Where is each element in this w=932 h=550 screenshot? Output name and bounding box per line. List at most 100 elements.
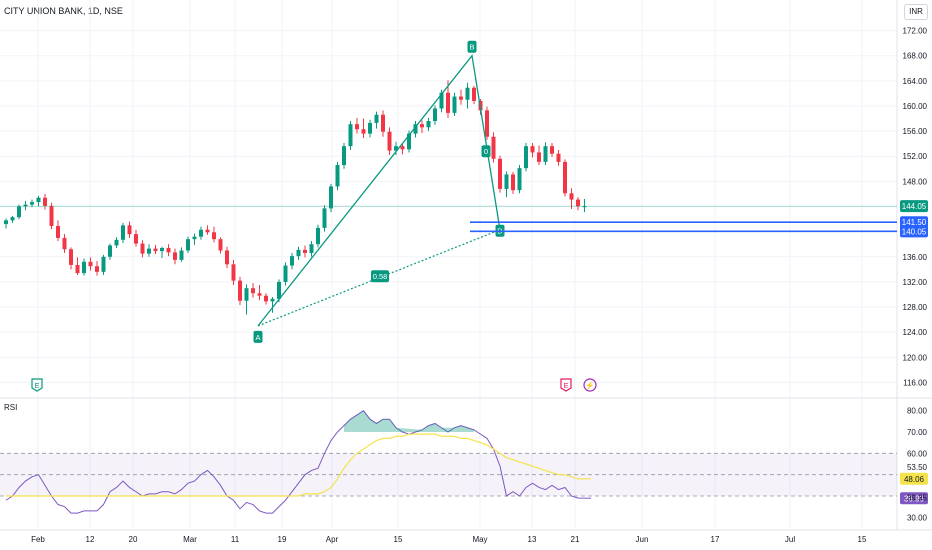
candle-body xyxy=(173,252,177,260)
candle-body xyxy=(498,158,502,189)
candle-body xyxy=(36,197,41,203)
candle xyxy=(179,247,184,262)
candle-body xyxy=(433,108,437,122)
candle-body xyxy=(23,204,28,207)
candle xyxy=(257,285,262,301)
candle-body xyxy=(387,131,392,151)
candle xyxy=(264,293,268,305)
candle-body xyxy=(452,96,457,113)
candle-body xyxy=(309,244,314,253)
level-badge xyxy=(900,225,928,238)
candle xyxy=(43,193,47,210)
candle-body xyxy=(368,122,372,134)
rsi-overbought-fill xyxy=(344,410,474,432)
middle-ratio-label: 0 xyxy=(484,147,488,156)
candle xyxy=(4,218,8,229)
candle-body xyxy=(134,234,138,244)
candle-body xyxy=(543,146,548,162)
candle-body xyxy=(101,256,106,272)
candle-body xyxy=(62,237,67,250)
candle-body xyxy=(550,146,554,154)
split-event-icon xyxy=(583,378,597,392)
candle-body xyxy=(127,225,132,235)
candle xyxy=(472,85,476,105)
candle xyxy=(283,262,288,286)
candle-body xyxy=(329,186,333,209)
candle xyxy=(49,202,54,230)
candle xyxy=(218,237,223,254)
candle xyxy=(504,171,509,198)
candle-body xyxy=(381,114,385,132)
candle xyxy=(368,119,372,138)
candle xyxy=(153,244,158,255)
candle-body xyxy=(238,280,242,301)
candle-body xyxy=(277,281,281,299)
candle xyxy=(173,248,177,265)
candle-body xyxy=(400,146,405,150)
candle-body xyxy=(75,264,80,274)
rsi-pane-label: RSI xyxy=(4,403,18,412)
candle-body xyxy=(179,250,184,260)
price-tick-label: 152.00 xyxy=(903,152,928,161)
candle-body xyxy=(10,217,15,221)
candle-body xyxy=(485,110,489,137)
point-a-badge xyxy=(253,330,263,343)
earnings-event-icon xyxy=(31,378,43,392)
candle xyxy=(303,245,307,258)
axes: 172.00 168.00 164.00 160.00 156.00 152.00 148.… xyxy=(31,27,927,544)
candle xyxy=(186,236,190,253)
candle xyxy=(231,259,236,286)
candle-body xyxy=(459,96,463,100)
candle xyxy=(355,117,359,134)
candle-body xyxy=(225,250,229,265)
candle xyxy=(192,233,197,245)
time-tick-label: Apr xyxy=(326,535,339,544)
candle-body xyxy=(394,146,398,151)
candle-body xyxy=(342,146,346,166)
candle-body xyxy=(244,288,249,301)
candle xyxy=(290,252,294,270)
event-marker-label: E xyxy=(34,381,39,390)
time-tick-label: 20 xyxy=(129,535,138,544)
candle xyxy=(238,276,242,306)
candle xyxy=(101,254,106,275)
candle-body xyxy=(524,146,528,169)
rsi-value: 38.93 xyxy=(904,494,925,503)
candle-body xyxy=(316,227,320,245)
candle-body xyxy=(465,87,470,100)
candle xyxy=(361,118,366,139)
price-tick-label: 168.00 xyxy=(903,52,928,61)
candle-body xyxy=(420,124,424,128)
candle xyxy=(524,143,528,172)
candle xyxy=(543,142,548,166)
candle xyxy=(82,258,86,276)
candle xyxy=(485,106,489,140)
candle xyxy=(166,244,171,257)
candle-body xyxy=(413,124,418,134)
middle-ratio-badge xyxy=(481,145,491,158)
candle-body xyxy=(569,193,574,200)
candle-body xyxy=(426,121,431,128)
candle-body xyxy=(153,248,158,252)
candle-body xyxy=(4,220,8,225)
rsi-tick-label: 53.50 xyxy=(907,463,928,472)
candle-body xyxy=(95,266,99,272)
last-price-label: 144.05 xyxy=(902,202,927,211)
candle-body xyxy=(556,153,561,162)
candle-body xyxy=(160,247,164,252)
candle xyxy=(576,197,580,211)
point-a-label: A xyxy=(255,333,260,342)
candle-body xyxy=(296,249,301,257)
candle-body xyxy=(303,249,307,253)
candle-body xyxy=(231,264,236,281)
candle xyxy=(127,221,132,238)
harmonic-pattern: ABD0.580 xyxy=(253,40,505,343)
price-tick-label: 128.00 xyxy=(903,303,928,312)
currency-selector[interactable]: INR xyxy=(904,4,928,20)
price-tick-label: 156.00 xyxy=(903,127,928,136)
candle-body xyxy=(49,205,54,226)
price-tick-label: 164.00 xyxy=(903,77,928,86)
time-tick-label: Feb xyxy=(31,535,45,544)
time-tick-label: Jul xyxy=(785,535,795,544)
